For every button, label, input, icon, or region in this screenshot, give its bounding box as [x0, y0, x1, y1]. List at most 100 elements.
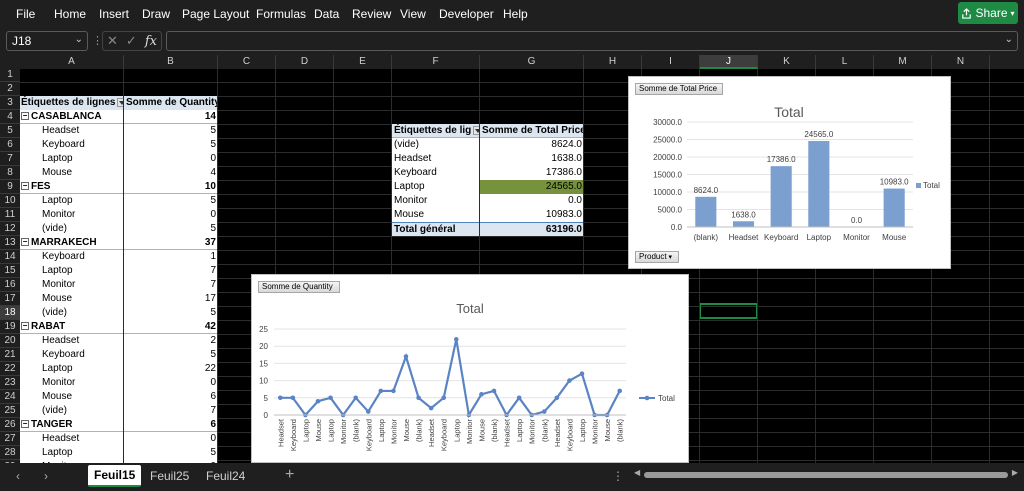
- menu-item-data[interactable]: Data: [314, 7, 340, 21]
- pivot-row-value[interactable]: 1638.0: [480, 152, 584, 166]
- row-header[interactable]: 18: [0, 306, 20, 320]
- pivot-row-label[interactable]: Headset: [392, 152, 480, 166]
- more-icon[interactable]: ⋮: [92, 35, 103, 47]
- menu-item-view[interactable]: View: [400, 7, 426, 21]
- row-header[interactable]: 10: [0, 194, 20, 208]
- sheet-tab-feuil15[interactable]: Feuil15: [88, 465, 142, 487]
- pivot-item-row[interactable]: (vide): [20, 222, 124, 236]
- collapse-icon[interactable]: −: [21, 111, 29, 121]
- chevron-down-icon[interactable]: ⌄: [1004, 34, 1013, 45]
- series-line[interactable]: [280, 339, 621, 419]
- line-chart-panel[interactable]: Total 0 5 10 15 20 25 Headset Keyboard Laptop Mous…: [251, 274, 689, 463]
- pivot-row-label[interactable]: Laptop: [392, 180, 480, 194]
- data-point[interactable]: [328, 395, 333, 401]
- data-point[interactable]: [453, 337, 459, 342]
- pivot-row-value[interactable]: 14: [124, 110, 218, 124]
- pivot-item-row[interactable]: (vide): [20, 404, 124, 418]
- row-header[interactable]: 3: [0, 96, 20, 110]
- cancel-icon[interactable]: ✕: [107, 33, 118, 48]
- pivot-row-value[interactable]: 7: [124, 264, 218, 278]
- chart-field-button[interactable]: Somme de Quantity: [258, 281, 340, 293]
- data-point[interactable]: [290, 395, 296, 401]
- sheet-tab-feuil24[interactable]: Feuil24: [206, 469, 246, 483]
- data-point[interactable]: [441, 395, 447, 401]
- pivot-item-row[interactable]: Keyboard: [20, 348, 124, 362]
- pivot-row-value[interactable]: 4: [124, 166, 218, 180]
- pivot-item-row[interactable]: Laptop: [20, 362, 124, 376]
- pivot-row-value[interactable]: 17: [124, 292, 218, 306]
- row-header[interactable]: 19: [0, 320, 20, 334]
- menu-item-formulas[interactable]: Formulas: [256, 7, 307, 21]
- row-header[interactable]: 21: [0, 348, 20, 362]
- filter-dropdown-icon[interactable]: [473, 125, 480, 135]
- column-header-g[interactable]: G: [480, 55, 584, 69]
- row-header[interactable]: 9: [0, 180, 20, 194]
- row-header[interactable]: 14: [0, 250, 20, 264]
- chevron-down-icon[interactable]: ⌄: [74, 34, 83, 45]
- data-point[interactable]: [617, 388, 623, 394]
- column-header-b[interactable]: B: [124, 55, 218, 69]
- bar[interactable]: [883, 188, 905, 227]
- pivot-row-label-header[interactable]: Étiquettes de lignes: [20, 96, 124, 110]
- pivot-item-row[interactable]: (vide): [20, 306, 124, 320]
- pivot-row-value[interactable]: 1: [124, 250, 218, 264]
- horizontal-scrollbar[interactable]: ◀ ▶: [634, 468, 1018, 482]
- chart-field-button[interactable]: Somme de Total Price: [635, 83, 723, 95]
- filter-dropdown-icon[interactable]: [117, 97, 124, 107]
- bar[interactable]: [732, 221, 755, 227]
- menu-item-home[interactable]: Home: [54, 7, 87, 21]
- formula-input[interactable]: ⌄: [166, 31, 1018, 51]
- pivot-row-value[interactable]: 22: [124, 362, 218, 376]
- pivot-item-row[interactable]: Monitor: [20, 460, 124, 463]
- pivot-row-value[interactable]: 7: [124, 278, 218, 292]
- column-header-h[interactable]: H: [584, 55, 642, 69]
- bar-chart-panel[interactable]: Total 0.0 5000.0 10000.0 15000.0 20000.0 25000…: [628, 76, 951, 269]
- row-header[interactable]: 2: [0, 82, 20, 96]
- menu-item-developer[interactable]: Developer: [439, 7, 494, 21]
- pivot-item-row[interactable]: Headset: [20, 334, 124, 348]
- pivot-row-label[interactable]: (vide): [392, 138, 480, 152]
- row-header[interactable]: 17: [0, 292, 20, 306]
- pivot-row-value[interactable]: 8624.0: [480, 138, 584, 152]
- pivot-row-value[interactable]: 5: [124, 194, 218, 208]
- row-header[interactable]: 8: [0, 166, 20, 180]
- data-point[interactable]: [315, 398, 321, 404]
- pivot-row-label[interactable]: Keyboard: [392, 166, 480, 180]
- pivot-item-row[interactable]: Headset: [20, 124, 124, 138]
- pivot-row-label[interactable]: Mouse: [392, 208, 480, 222]
- data-point[interactable]: [378, 388, 384, 394]
- data-point[interactable]: [554, 395, 560, 401]
- share-button[interactable]: Share ▾: [958, 2, 1018, 24]
- row-header[interactable]: 1: [0, 69, 20, 82]
- column-header-m[interactable]: M: [874, 55, 932, 69]
- row-header[interactable]: 12: [0, 222, 20, 236]
- data-point[interactable]: [353, 395, 359, 401]
- scroll-left-icon[interactable]: ◀: [634, 468, 641, 477]
- pivot-value-header[interactable]: Somme de Quantity: [124, 96, 218, 110]
- prev-sheet-icon[interactable]: ‹: [16, 469, 20, 483]
- row-header[interactable]: 7: [0, 152, 20, 166]
- row-header[interactable]: 6: [0, 138, 20, 152]
- data-point[interactable]: [567, 378, 572, 383]
- collapse-icon[interactable]: −: [21, 321, 29, 331]
- data-point[interactable]: [391, 388, 396, 394]
- pivot-row-value[interactable]: 0: [124, 376, 218, 390]
- menu-item-review[interactable]: Review: [352, 7, 392, 21]
- pivot-item-row[interactable]: Mouse: [20, 390, 124, 404]
- collapse-icon[interactable]: −: [21, 237, 29, 247]
- next-sheet-icon[interactable]: ›: [44, 469, 48, 483]
- data-point[interactable]: [365, 409, 371, 414]
- pivot-row-value[interactable]: 0: [124, 152, 218, 166]
- pivot-item-row[interactable]: Laptop: [20, 152, 124, 166]
- row-header[interactable]: 13: [0, 236, 20, 250]
- collapse-icon[interactable]: −: [21, 181, 29, 191]
- data-point[interactable]: [579, 371, 585, 377]
- column-header-a[interactable]: A: [20, 55, 124, 69]
- pivot-item-row[interactable]: Monitor: [20, 278, 124, 292]
- pivot-row-value[interactable]: 10983.0: [480, 208, 584, 222]
- pivot-group-row[interactable]: − FES: [20, 180, 124, 194]
- menu-item-help[interactable]: Help: [503, 7, 528, 21]
- pivot-item-row[interactable]: Mouse: [20, 166, 124, 180]
- selected-cell[interactable]: [699, 303, 758, 319]
- pivot-row-value[interactable]: 0: [124, 460, 218, 463]
